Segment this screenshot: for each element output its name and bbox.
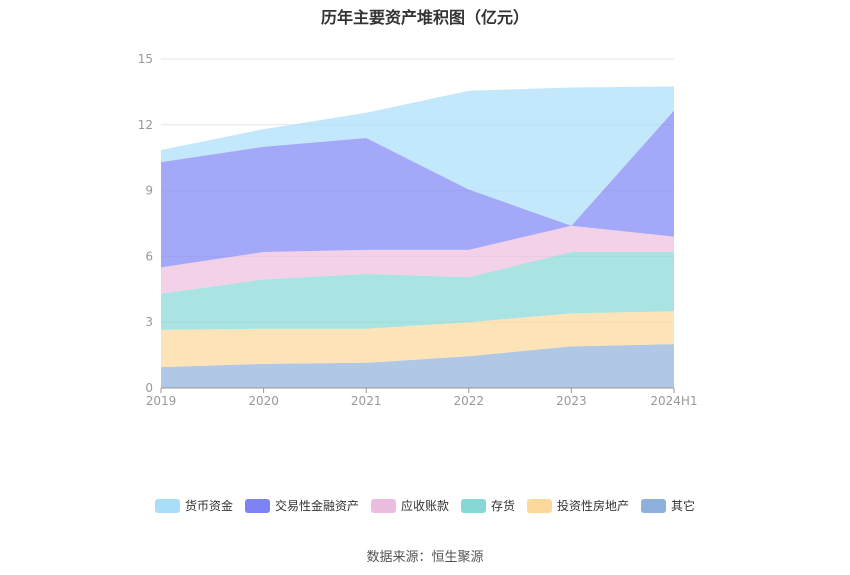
legend-item[interactable]: 投资性房地产	[527, 497, 629, 514]
legend-label: 应收账款	[400, 499, 449, 513]
legend-label: 交易性金融资产	[274, 499, 359, 513]
chart-plot: 0 3 6 9 12 15 2019 2020 2021 2022 2023 2024H1	[138, 52, 698, 408]
chart-title: 历年主要资产堆积图（亿元）	[320, 8, 529, 27]
area-series-其它	[161, 344, 674, 388]
y-tick-label: 15	[138, 52, 153, 66]
x-tick-label: 2022	[454, 394, 485, 408]
legend-swatch	[370, 498, 396, 513]
chart-legend: 货币资金 交易性金融资产 应收账款 存货 投资性房地产 其它	[0, 497, 850, 514]
x-tick-label: 2020	[248, 394, 279, 408]
x-tick-label: 2019	[146, 394, 177, 408]
legend-item[interactable]: 货币资金	[154, 497, 233, 514]
legend-swatch	[641, 498, 667, 513]
area-series-投资性房地产	[161, 311, 674, 368]
area-series-交易性金融资产	[161, 110, 674, 268]
y-tick-label: 9	[145, 184, 153, 198]
legend-swatch	[461, 498, 486, 513]
x-tick-label: 2023	[556, 394, 587, 408]
legend-item[interactable]: 其它	[641, 497, 695, 514]
legend-swatch	[527, 498, 553, 513]
legend-label: 存货	[491, 499, 516, 513]
legend-label: 货币资金	[184, 499, 233, 513]
x-tick-label: 2021	[351, 394, 382, 408]
y-tick-label: 0	[145, 381, 153, 395]
x-tick-label: 2024H1	[650, 394, 697, 408]
area-series-货币资金	[161, 86, 674, 226]
y-tick-label: 12	[138, 118, 153, 132]
legend-item[interactable]: 应收账款	[370, 497, 449, 514]
area-series-应收账款	[161, 225, 674, 294]
y-tick-label: 3	[145, 315, 153, 329]
legend-swatch	[154, 498, 180, 513]
area-series-存货	[161, 252, 674, 330]
legend-label: 投资性房地产	[557, 499, 630, 513]
y-tick-label: 6	[145, 249, 153, 263]
legend-item[interactable]: 存货	[461, 497, 515, 514]
data-source-note: 数据来源：恒生聚源	[366, 550, 484, 565]
legend-item[interactable]: 交易性金融资产	[244, 497, 359, 514]
legend-label: 其它	[671, 499, 696, 513]
legend-swatch	[244, 498, 270, 513]
